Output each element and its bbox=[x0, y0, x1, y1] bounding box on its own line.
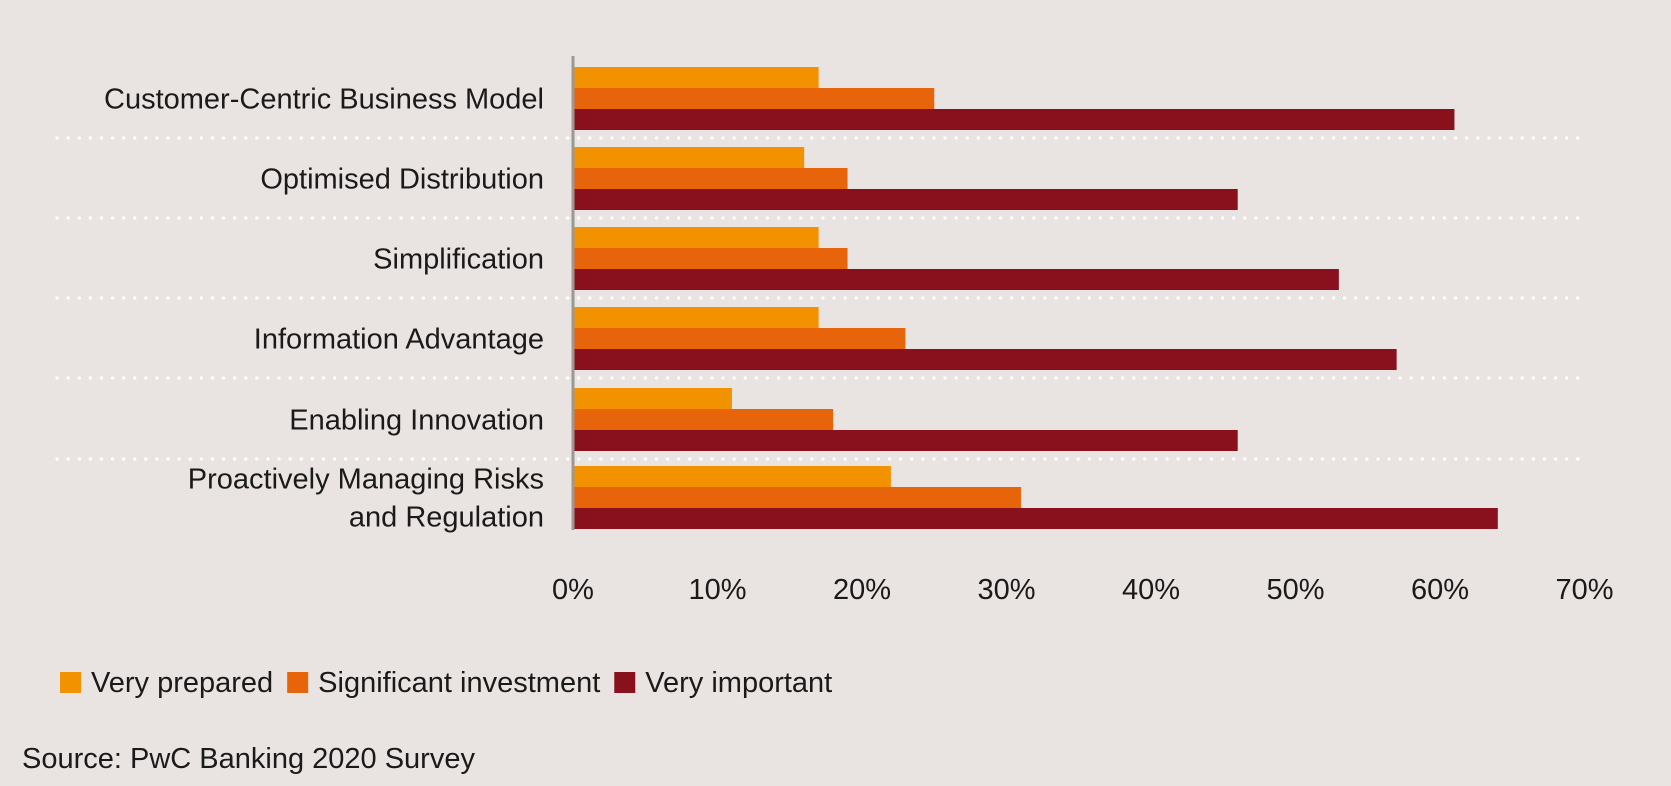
bar-very-important bbox=[573, 189, 1238, 210]
x-tick-label: 10% bbox=[688, 574, 746, 606]
legend-swatch bbox=[60, 672, 81, 693]
category-labels: Customer-Centric Business Model Optimised… bbox=[104, 84, 544, 534]
bar-very-prepared bbox=[573, 388, 732, 409]
category-label: and Regulation bbox=[349, 502, 544, 534]
legend-label: Very important bbox=[645, 667, 832, 699]
x-tick-label: 0% bbox=[552, 574, 594, 606]
legend-swatch bbox=[614, 672, 636, 693]
bar-very-prepared bbox=[573, 466, 891, 487]
bar-very-important bbox=[573, 349, 1397, 370]
category-label: Enabling Innovation bbox=[289, 405, 544, 437]
legend-label: Very prepared bbox=[91, 667, 273, 699]
bar-very-important bbox=[573, 269, 1339, 290]
x-tick-label: 30% bbox=[977, 574, 1035, 606]
x-tick-label: 20% bbox=[833, 574, 891, 606]
legend-swatch bbox=[287, 672, 309, 693]
category-label: Optimised Distribution bbox=[260, 164, 544, 196]
bar-significant-investment bbox=[573, 88, 935, 109]
bar-significant-investment bbox=[573, 168, 848, 189]
bar-significant-investment bbox=[573, 409, 834, 430]
category-separators bbox=[55, 136, 1585, 461]
legend: Very prepared Significant investment Very … bbox=[60, 667, 832, 699]
bar-very-prepared bbox=[573, 67, 819, 88]
bar-very-prepared bbox=[573, 147, 805, 168]
source-note: Source: PwC Banking 2020 Survey bbox=[22, 743, 475, 775]
x-tick-label: 70% bbox=[1555, 574, 1613, 606]
bar-very-important bbox=[573, 508, 1498, 529]
bars-group bbox=[573, 67, 1498, 529]
bar-significant-investment bbox=[573, 248, 848, 269]
category-label: Customer-Centric Business Model bbox=[104, 84, 544, 116]
category-label: Proactively Managing Risks bbox=[188, 464, 544, 496]
bar-very-prepared bbox=[573, 307, 819, 328]
x-tick-label: 40% bbox=[1122, 574, 1180, 606]
bar-very-prepared bbox=[573, 227, 819, 248]
x-tick-label: 50% bbox=[1266, 574, 1324, 606]
x-axis-tick-labels: 0% 10% 20% 30% 40% 50% 60% 70% bbox=[552, 574, 1613, 606]
category-label: Simplification bbox=[373, 244, 544, 276]
bar-very-important bbox=[573, 109, 1455, 130]
legend-label: Significant investment bbox=[318, 667, 600, 699]
bar-significant-investment bbox=[573, 487, 1021, 508]
bar-significant-investment bbox=[573, 328, 906, 349]
bar-very-important bbox=[573, 430, 1238, 451]
x-tick-label: 60% bbox=[1411, 574, 1469, 606]
category-label: Information Advantage bbox=[254, 324, 544, 356]
